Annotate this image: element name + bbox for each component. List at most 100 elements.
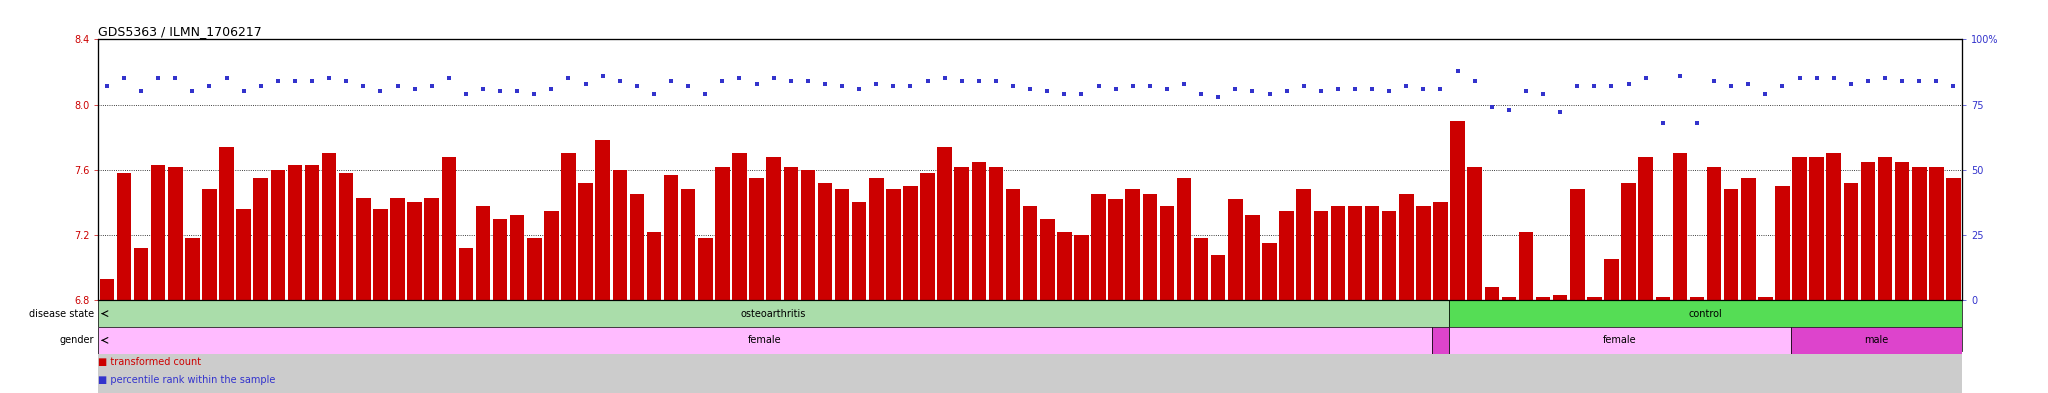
Bar bbox=[715, 167, 729, 300]
Point bbox=[1561, 83, 1593, 90]
Bar bbox=[1776, 186, 1790, 300]
Bar bbox=[1364, 206, 1380, 300]
Bar bbox=[459, 248, 473, 300]
Point bbox=[1423, 86, 1456, 92]
Bar bbox=[1552, 296, 1567, 300]
Bar bbox=[1092, 194, 1106, 300]
Point bbox=[365, 88, 397, 95]
Bar bbox=[1604, 259, 1618, 300]
Point bbox=[193, 83, 225, 90]
Bar bbox=[100, 279, 115, 300]
Bar bbox=[1108, 199, 1122, 300]
Point bbox=[1356, 86, 1389, 92]
Bar bbox=[680, 189, 696, 300]
Bar bbox=[1485, 287, 1499, 300]
Point bbox=[1765, 83, 1798, 90]
Bar bbox=[526, 238, 541, 300]
Bar bbox=[1501, 297, 1516, 300]
Point bbox=[1065, 91, 1098, 97]
Bar bbox=[561, 153, 575, 300]
Point bbox=[844, 86, 877, 92]
Point bbox=[449, 91, 481, 97]
Bar bbox=[1245, 215, 1260, 300]
Bar bbox=[1757, 297, 1774, 300]
Point bbox=[1647, 119, 1679, 126]
Bar bbox=[1022, 206, 1038, 300]
Bar bbox=[903, 186, 918, 300]
Point bbox=[774, 78, 807, 84]
Bar bbox=[98, 300, 1450, 327]
Bar bbox=[920, 173, 934, 300]
Bar bbox=[1878, 157, 1892, 300]
Point bbox=[758, 75, 791, 82]
Text: disease state: disease state bbox=[29, 309, 94, 319]
Bar bbox=[596, 140, 610, 300]
Bar bbox=[1057, 232, 1071, 300]
Bar bbox=[1313, 211, 1327, 300]
Text: ■ percentile rank within the sample: ■ percentile rank within the sample bbox=[98, 375, 276, 385]
Point bbox=[621, 83, 653, 90]
Bar bbox=[698, 238, 713, 300]
Bar bbox=[133, 248, 147, 300]
Point bbox=[1116, 83, 1149, 90]
Bar bbox=[1296, 189, 1311, 300]
Bar bbox=[1348, 206, 1362, 300]
Point bbox=[1509, 88, 1542, 95]
Bar bbox=[1638, 157, 1653, 300]
Point bbox=[825, 83, 858, 90]
Point bbox=[1868, 75, 1901, 82]
Bar bbox=[442, 157, 457, 300]
Point bbox=[1253, 91, 1286, 97]
Point bbox=[109, 75, 141, 82]
Point bbox=[211, 75, 244, 82]
Point bbox=[723, 75, 756, 82]
Bar bbox=[612, 170, 627, 300]
Bar bbox=[322, 153, 336, 300]
Point bbox=[381, 83, 414, 90]
Point bbox=[1305, 88, 1337, 95]
Point bbox=[963, 78, 995, 84]
Bar bbox=[1434, 202, 1448, 300]
Point bbox=[707, 78, 739, 84]
Bar bbox=[817, 183, 831, 300]
Point bbox=[911, 78, 944, 84]
Bar bbox=[647, 232, 662, 300]
Bar bbox=[475, 206, 489, 300]
Point bbox=[877, 83, 909, 90]
Point bbox=[346, 83, 379, 90]
Bar bbox=[629, 194, 645, 300]
Point bbox=[604, 78, 637, 84]
Bar bbox=[1126, 189, 1141, 300]
Bar bbox=[1194, 238, 1208, 300]
Text: control: control bbox=[1690, 309, 1722, 319]
Point bbox=[141, 75, 174, 82]
Bar bbox=[1673, 153, 1688, 300]
Bar bbox=[578, 183, 592, 300]
Bar bbox=[1468, 167, 1483, 300]
Point bbox=[1049, 91, 1081, 97]
Bar bbox=[424, 198, 438, 300]
Point bbox=[688, 91, 721, 97]
Bar bbox=[766, 157, 780, 300]
Text: ■ transformed count: ■ transformed count bbox=[98, 358, 201, 367]
Point bbox=[1544, 109, 1577, 116]
Point bbox=[1100, 86, 1133, 92]
Bar bbox=[1159, 206, 1174, 300]
Bar bbox=[1792, 327, 1962, 354]
Bar bbox=[1520, 232, 1534, 300]
Bar bbox=[1331, 206, 1346, 300]
Point bbox=[1167, 81, 1200, 87]
Point bbox=[1698, 78, 1731, 84]
Bar bbox=[1843, 183, 1858, 300]
Bar bbox=[168, 167, 182, 300]
Point bbox=[1081, 83, 1114, 90]
Bar bbox=[1913, 167, 1927, 300]
Point bbox=[1237, 88, 1270, 95]
Bar bbox=[1399, 194, 1413, 300]
Bar bbox=[287, 165, 303, 300]
Point bbox=[1733, 81, 1765, 87]
Bar bbox=[836, 189, 850, 300]
Point bbox=[553, 75, 586, 82]
Bar bbox=[1450, 121, 1464, 300]
Point bbox=[1270, 88, 1303, 95]
